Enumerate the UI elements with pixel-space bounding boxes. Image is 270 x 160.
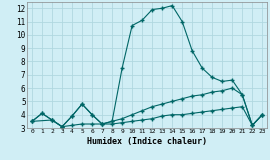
X-axis label: Humidex (Indice chaleur): Humidex (Indice chaleur): [87, 137, 207, 146]
